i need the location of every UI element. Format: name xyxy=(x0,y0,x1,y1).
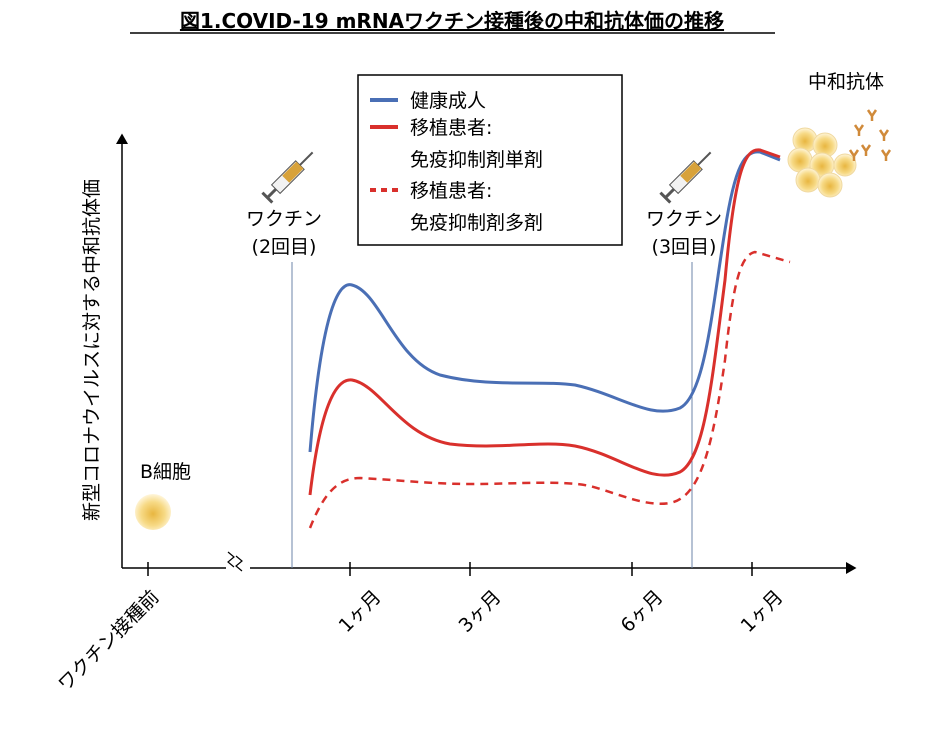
title: 図1.COVID-19 mRNAワクチン接種後の中和抗体価の推移 xyxy=(180,9,724,33)
x-tick-label: 1ヶ月 xyxy=(335,586,386,637)
curve-multi xyxy=(308,250,791,529)
b-cell-icon xyxy=(135,494,171,530)
axis-break xyxy=(227,551,243,572)
y-axis-label: 新型コロナウイルスに対する中和抗体価 xyxy=(81,179,103,521)
legend-label: 健康成人 xyxy=(410,90,486,112)
antibody-icons xyxy=(848,109,892,161)
legend-label: 免疫抑制剤多剤 xyxy=(410,212,543,234)
x-tick-label: 6ヶ月 xyxy=(617,586,668,637)
syringe-icon xyxy=(659,151,712,204)
syringe-icon xyxy=(261,151,314,204)
legend-label: 移植患者: xyxy=(410,180,492,202)
vaccine-label: (2回目) xyxy=(252,236,317,258)
vaccine-label: (3回目) xyxy=(652,236,717,258)
x-tick-label: ワクチン接種前 xyxy=(54,586,164,696)
antibody-label: 中和抗体 xyxy=(808,71,884,93)
x-ticks xyxy=(147,562,753,576)
legend-label: 移植患者: xyxy=(410,117,492,139)
curve-single xyxy=(308,148,781,496)
curve-healthy xyxy=(308,150,781,453)
cell-cluster-icon xyxy=(787,127,857,198)
legend-box xyxy=(357,74,623,246)
legend-label: 免疫抑制剤単剤 xyxy=(410,149,543,171)
x-tick-label: 3ヶ月 xyxy=(455,586,506,637)
vaccine-label: ワクチン xyxy=(246,208,322,230)
x-tick-label: 1ヶ月 xyxy=(737,586,788,637)
b-cell-label: B細胞 xyxy=(140,461,191,483)
vaccine-label: ワクチン xyxy=(646,208,722,230)
